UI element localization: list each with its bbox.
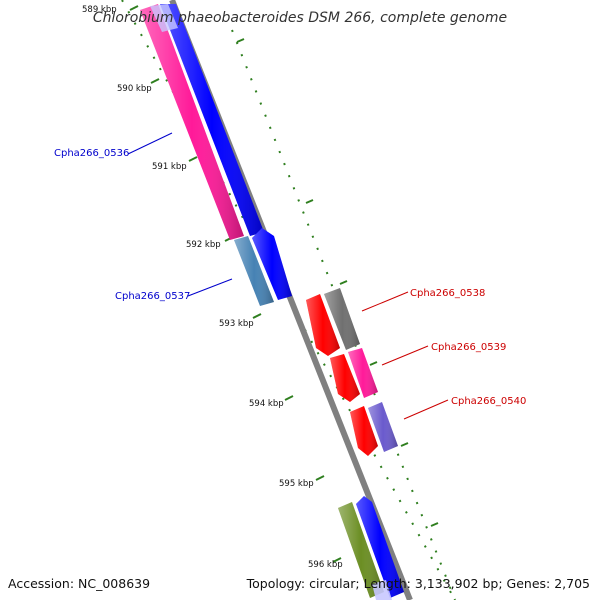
tick-marks xyxy=(129,5,439,563)
tick-mark xyxy=(305,199,314,204)
tick-mark xyxy=(236,38,245,43)
genome-title: Chlorobium phaeobacteroides DSM 266, com… xyxy=(92,10,508,26)
kbp-label: 594 kbp xyxy=(249,399,284,409)
gene-cpha266-0540-shade xyxy=(368,402,398,452)
kbp-labels: 589 kbp 590 kbp 591 kbp 592 kbp 593 kbp … xyxy=(82,5,343,570)
tick-mark xyxy=(430,522,439,527)
gene-label-cpha266-0536[interactable]: Cpha266_0536 xyxy=(54,148,129,159)
tick-mark xyxy=(369,361,378,366)
genome-summary-text: Topology: circular; Length: 3,133,902 bp… xyxy=(246,576,590,591)
upper-gene-block xyxy=(140,4,292,306)
leader-line-0537 xyxy=(187,278,233,297)
kbp-label: 589 kbp xyxy=(82,5,117,15)
tick-mark xyxy=(188,156,198,162)
tick-mark xyxy=(400,442,409,447)
middle-gene-block xyxy=(306,288,398,456)
kbp-label: 592 kbp xyxy=(186,240,221,250)
tick-mark xyxy=(332,557,342,563)
kbp-label: 595 kbp xyxy=(279,479,314,489)
gene-blue-arrow-lower-shade xyxy=(356,496,404,598)
gene-label-cpha266-0537[interactable]: Cpha266_0537 xyxy=(115,291,190,302)
gene-labels: Cpha266_0536 Cpha266_0537 Cpha266_0538 C… xyxy=(54,148,526,407)
gene-label-cpha266-0539[interactable]: Cpha266_0539 xyxy=(431,342,506,353)
tick-mark xyxy=(252,313,262,319)
leader-line-0540 xyxy=(403,399,449,420)
tick-mark xyxy=(284,395,294,401)
kbp-label: 596 kbp xyxy=(308,560,343,570)
kbp-label: 593 kbp xyxy=(219,319,254,329)
lower-gene-block xyxy=(338,496,404,600)
leader-lines xyxy=(127,132,449,420)
kbp-label: 591 kbp xyxy=(152,162,187,172)
gene-cpha266-0538-shade xyxy=(324,288,360,350)
kbp-label: 590 kbp xyxy=(117,84,152,94)
gene-cpha266-0536-shade xyxy=(140,4,244,240)
gene-lavender-bottom xyxy=(372,580,392,600)
leader-line-0536 xyxy=(127,132,173,155)
gene-cpha266-0537-shade xyxy=(234,236,274,306)
leader-line-0539 xyxy=(381,345,429,366)
gene-label-cpha266-0538[interactable]: Cpha266_0538 xyxy=(410,288,485,299)
gene-blue-arrow-upper-shade xyxy=(252,228,292,300)
gene-red-3-shade xyxy=(350,406,378,456)
leader-line-0538 xyxy=(361,291,409,312)
tick-mark xyxy=(129,5,139,11)
tick-mark xyxy=(315,475,325,481)
tick-mark xyxy=(339,280,348,285)
tick-mark xyxy=(150,78,160,84)
gene-label-cpha266-0540[interactable]: Cpha266_0540 xyxy=(451,396,526,407)
gene-red-2-shade xyxy=(330,354,360,402)
gene-blue-forward-upper-shade xyxy=(160,4,264,236)
gene-lavender-top xyxy=(150,4,178,32)
gene-cpha266-0539-shade xyxy=(348,348,378,398)
gene-red-1-shade xyxy=(306,294,340,356)
gene-olive-shade xyxy=(338,502,384,598)
accession-text: Accession: NC_008639 xyxy=(8,576,151,591)
